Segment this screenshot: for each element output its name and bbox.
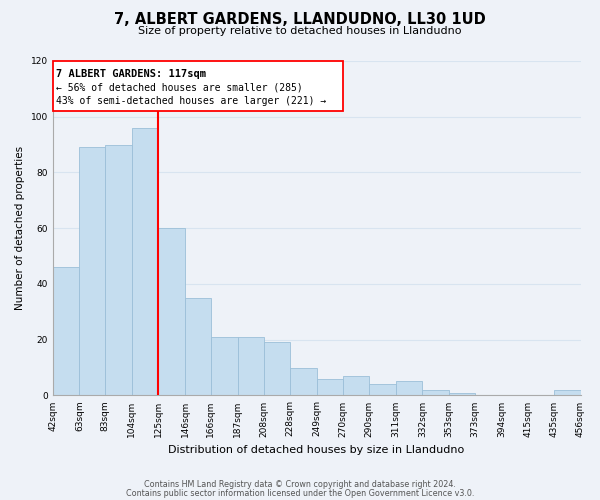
- Bar: [53, 61, 343, 111]
- Bar: [105, 144, 132, 396]
- Text: Contains public sector information licensed under the Open Government Licence v3: Contains public sector information licen…: [126, 488, 474, 498]
- Text: Size of property relative to detached houses in Llandudno: Size of property relative to detached ho…: [138, 26, 462, 36]
- Bar: [290, 368, 317, 396]
- Bar: [79, 148, 105, 396]
- Text: Contains HM Land Registry data © Crown copyright and database right 2024.: Contains HM Land Registry data © Crown c…: [144, 480, 456, 489]
- Bar: [369, 384, 395, 396]
- Bar: [132, 128, 158, 396]
- Text: 7 ALBERT GARDENS: 117sqm: 7 ALBERT GARDENS: 117sqm: [56, 68, 206, 78]
- X-axis label: Distribution of detached houses by size in Llandudno: Distribution of detached houses by size …: [169, 445, 465, 455]
- Bar: [422, 390, 449, 396]
- Bar: [238, 337, 265, 396]
- Bar: [265, 342, 290, 396]
- Y-axis label: Number of detached properties: Number of detached properties: [15, 146, 25, 310]
- Bar: [53, 267, 79, 396]
- Bar: [185, 298, 211, 396]
- Bar: [158, 228, 185, 396]
- Bar: [449, 392, 475, 396]
- Bar: [554, 390, 581, 396]
- Text: 7, ALBERT GARDENS, LLANDUDNO, LL30 1UD: 7, ALBERT GARDENS, LLANDUDNO, LL30 1UD: [114, 12, 486, 28]
- Bar: [317, 378, 343, 396]
- Bar: [395, 382, 422, 396]
- Bar: [211, 337, 238, 396]
- Text: 43% of semi-detached houses are larger (221) →: 43% of semi-detached houses are larger (…: [56, 96, 327, 106]
- Text: ← 56% of detached houses are smaller (285): ← 56% of detached houses are smaller (28…: [56, 82, 303, 92]
- Bar: [343, 376, 369, 396]
